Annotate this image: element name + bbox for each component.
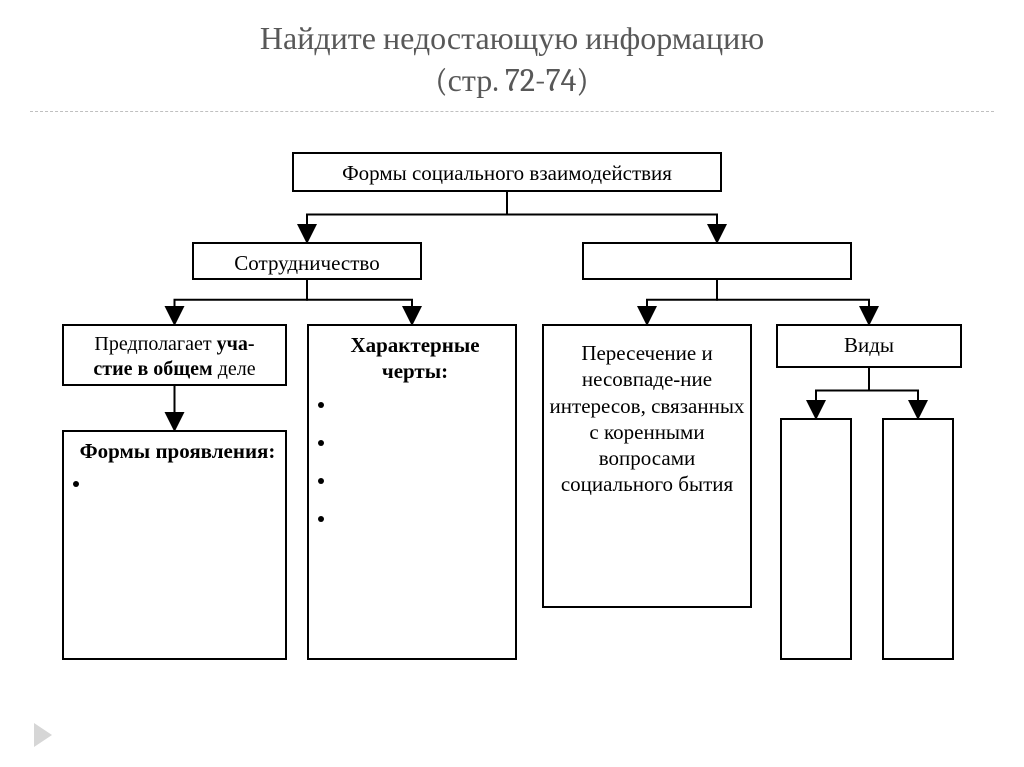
node-type-b bbox=[882, 418, 954, 660]
node-intersection: Пересечение и несовпаде-ние интересов, с… bbox=[542, 324, 752, 608]
node-root-text: Формы социального взаимодействия bbox=[342, 161, 672, 185]
forms-bullet bbox=[92, 470, 281, 508]
title-line-2: (стр. 72-74) bbox=[0, 60, 1024, 102]
node-forms: Формы проявления: bbox=[62, 430, 287, 660]
node-participation-text: Предполагает уча-стие в общем деле bbox=[93, 333, 255, 380]
traits-bullet bbox=[337, 391, 511, 429]
node-type-a bbox=[780, 418, 852, 660]
traits-bullet bbox=[337, 505, 511, 543]
traits-bullet bbox=[337, 429, 511, 467]
node-traits: Характерные черты: bbox=[307, 324, 517, 660]
node-blank-right bbox=[582, 242, 852, 280]
traits-bullet bbox=[337, 467, 511, 505]
node-participation: Предполагает уча-стие в общем деле bbox=[62, 324, 287, 386]
title-underline bbox=[30, 111, 994, 112]
node-cooperation: Сотрудничество bbox=[192, 242, 422, 280]
slide-nav-arrow-icon bbox=[34, 723, 52, 747]
node-traits-header: Характерные черты: bbox=[319, 332, 511, 385]
diagram-canvas: Формы социального взаимодействия Сотрудн… bbox=[62, 152, 962, 712]
node-cooperation-text: Сотрудничество bbox=[234, 251, 379, 275]
node-root: Формы социального взаимодействия bbox=[292, 152, 722, 192]
node-forms-header: Формы проявления: bbox=[74, 438, 281, 464]
traits-bullet-list bbox=[337, 391, 511, 543]
forms-bullet-list bbox=[92, 470, 281, 508]
title-area: Найдите недостающую информацию (стр. 72-… bbox=[0, 0, 1024, 112]
node-intersection-text: Пересечение и несовпаде-ние интересов, с… bbox=[550, 341, 745, 496]
node-types-text: Виды bbox=[844, 333, 894, 357]
title-line-1: Найдите недостающую информацию bbox=[0, 18, 1024, 60]
node-types: Виды bbox=[776, 324, 962, 368]
